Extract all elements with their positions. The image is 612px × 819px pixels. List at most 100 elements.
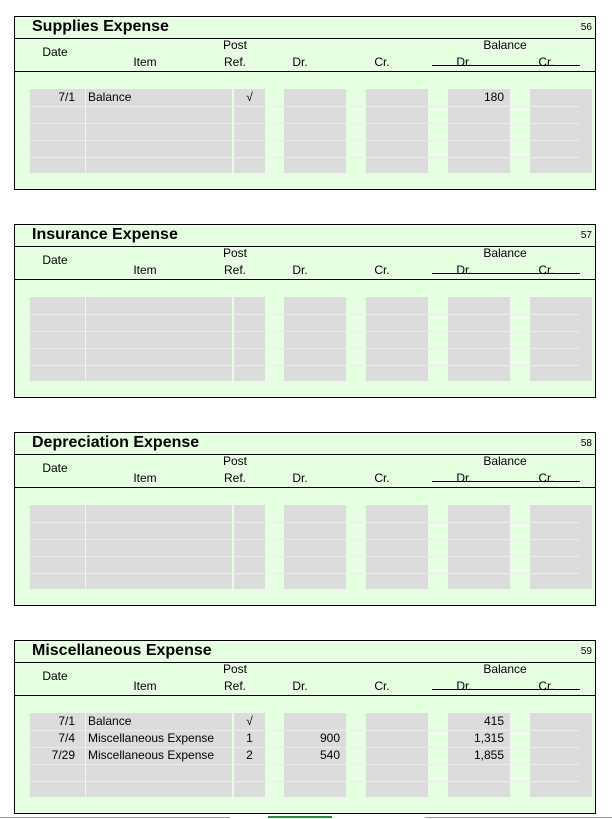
entry-dr[interactable]: 900 — [319, 731, 340, 745]
header-post: Post — [222, 246, 247, 260]
footer-divider — [0, 817, 230, 818]
ledger-account: Depreciation Expense 58 Date Item Post Ref. Dr… — [14, 432, 596, 606]
entry-dr[interactable]: 540 — [319, 748, 340, 762]
header-balance-cr: Cr. — [538, 263, 554, 277]
column-date — [30, 713, 85, 797]
row-divider — [29, 573, 579, 574]
active-cell-marker — [268, 816, 332, 818]
header-date: Date — [42, 669, 68, 683]
row-divider — [29, 539, 579, 540]
header-balance: Balance — [483, 38, 527, 52]
column-bal-cr — [530, 297, 592, 381]
entry-date[interactable]: 7/1 — [58, 90, 75, 104]
entry-bal-dr[interactable]: 1,855 — [473, 748, 504, 762]
column-ref — [234, 89, 265, 173]
column-ref — [234, 297, 265, 381]
title-underline — [15, 662, 595, 663]
header-post: Post — [222, 38, 247, 52]
row-divider — [29, 123, 579, 124]
ledger-account: Supplies Expense 56 Date Item Post Ref. Dr. Cr.… — [14, 16, 596, 190]
entry-ref[interactable]: √ — [246, 714, 253, 728]
column-bal-dr — [448, 297, 510, 381]
column-item — [86, 89, 232, 173]
row-divider — [29, 781, 579, 782]
column-bal-dr — [448, 89, 510, 173]
row-divider — [29, 140, 579, 141]
row-divider — [29, 764, 579, 765]
entry-ref[interactable]: 1 — [246, 731, 253, 745]
row-divider — [29, 331, 579, 332]
column-bal-cr — [530, 89, 592, 173]
column-dr — [284, 297, 346, 381]
header-item: Item — [133, 55, 157, 69]
column-cr — [366, 713, 428, 797]
row-divider — [29, 157, 579, 158]
entry-bal-dr[interactable]: 415 — [483, 714, 504, 728]
header-ref: Ref. — [223, 263, 246, 277]
column-date — [30, 297, 85, 381]
header-balance: Balance — [483, 246, 527, 260]
entry-ref[interactable]: 2 — [246, 748, 253, 762]
column-date — [30, 505, 85, 589]
column-bal-dr — [448, 505, 510, 589]
entry-item[interactable]: Balance — [88, 90, 132, 104]
entry-ref[interactable]: √ — [246, 90, 253, 104]
column-date — [30, 89, 85, 173]
header-dr: Dr. — [292, 679, 308, 693]
header-balance-cr: Cr. — [538, 679, 554, 693]
column-cr — [366, 89, 428, 173]
header-underline — [15, 695, 595, 696]
entry-item[interactable]: Miscellaneous Expense — [88, 731, 215, 745]
column-bal-cr — [530, 505, 592, 589]
account-number: 59 — [580, 646, 592, 657]
row-divider — [29, 556, 579, 557]
entry-date[interactable]: 7/4 — [58, 731, 75, 745]
column-bal-dr — [448, 713, 510, 797]
account-number: 57 — [580, 230, 592, 241]
header-underline — [15, 279, 595, 280]
entries-grid — [15, 297, 595, 381]
entry-date[interactable]: 7/1 — [58, 714, 75, 728]
header-underline — [15, 487, 595, 488]
row-divider — [29, 106, 579, 107]
column-dr — [284, 89, 346, 173]
entries-grid: 7/1 Balance √ 415 7/4 Miscellaneous Expense 1 9… — [15, 713, 595, 797]
account-number: 56 — [580, 22, 592, 33]
header-ref: Ref. — [223, 471, 246, 485]
column-item — [86, 713, 232, 797]
entries-grid — [15, 505, 595, 589]
balance-underline — [432, 273, 580, 274]
header-underline — [15, 71, 595, 72]
title-underline — [15, 38, 595, 39]
column-item — [86, 505, 232, 589]
account-title: Insurance Expense — [32, 226, 178, 243]
header-date: Date — [42, 45, 68, 59]
column-item — [86, 297, 232, 381]
header-balance-dr: Dr. — [456, 679, 472, 693]
column-dr — [284, 713, 346, 797]
entry-bal-dr[interactable]: 180 — [483, 90, 504, 104]
header-balance-cr: Cr. — [538, 55, 554, 69]
header-balance-dr: Dr. — [456, 471, 472, 485]
header-item: Item — [133, 263, 157, 277]
header-cr: Cr. — [374, 679, 390, 693]
entry-item[interactable]: Miscellaneous Expense — [88, 748, 215, 762]
row-divider — [29, 348, 579, 349]
footer-divider — [425, 817, 612, 818]
header-post: Post — [222, 662, 247, 676]
account-number: 58 — [580, 438, 592, 449]
account-title: Supplies Expense — [32, 18, 169, 35]
header-cr: Cr. — [374, 55, 390, 69]
entry-date[interactable]: 7/29 — [51, 748, 75, 762]
header-balance: Balance — [483, 662, 527, 676]
entries-grid: 7/1 Balance √ 180 — [15, 89, 595, 173]
header-item: Item — [133, 679, 157, 693]
row-divider — [29, 730, 579, 731]
header-dr: Dr. — [292, 471, 308, 485]
column-ref — [234, 713, 265, 797]
entry-item[interactable]: Balance — [88, 714, 132, 728]
column-cr — [366, 505, 428, 589]
header-date: Date — [42, 253, 68, 267]
header-ref: Ref. — [223, 679, 246, 693]
entry-bal-dr[interactable]: 1,315 — [473, 731, 504, 745]
